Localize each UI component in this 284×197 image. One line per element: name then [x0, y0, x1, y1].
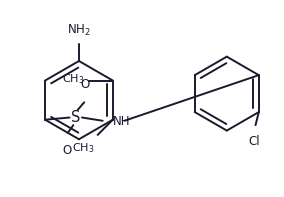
Text: O: O	[62, 144, 72, 157]
Text: Cl: Cl	[248, 136, 260, 149]
Text: CH$_3$: CH$_3$	[72, 141, 94, 155]
Text: CH$_3$: CH$_3$	[62, 72, 85, 86]
Text: O: O	[81, 78, 90, 91]
Text: NH$_2$: NH$_2$	[67, 22, 91, 38]
Text: NH: NH	[112, 115, 130, 128]
Text: S: S	[71, 110, 80, 125]
